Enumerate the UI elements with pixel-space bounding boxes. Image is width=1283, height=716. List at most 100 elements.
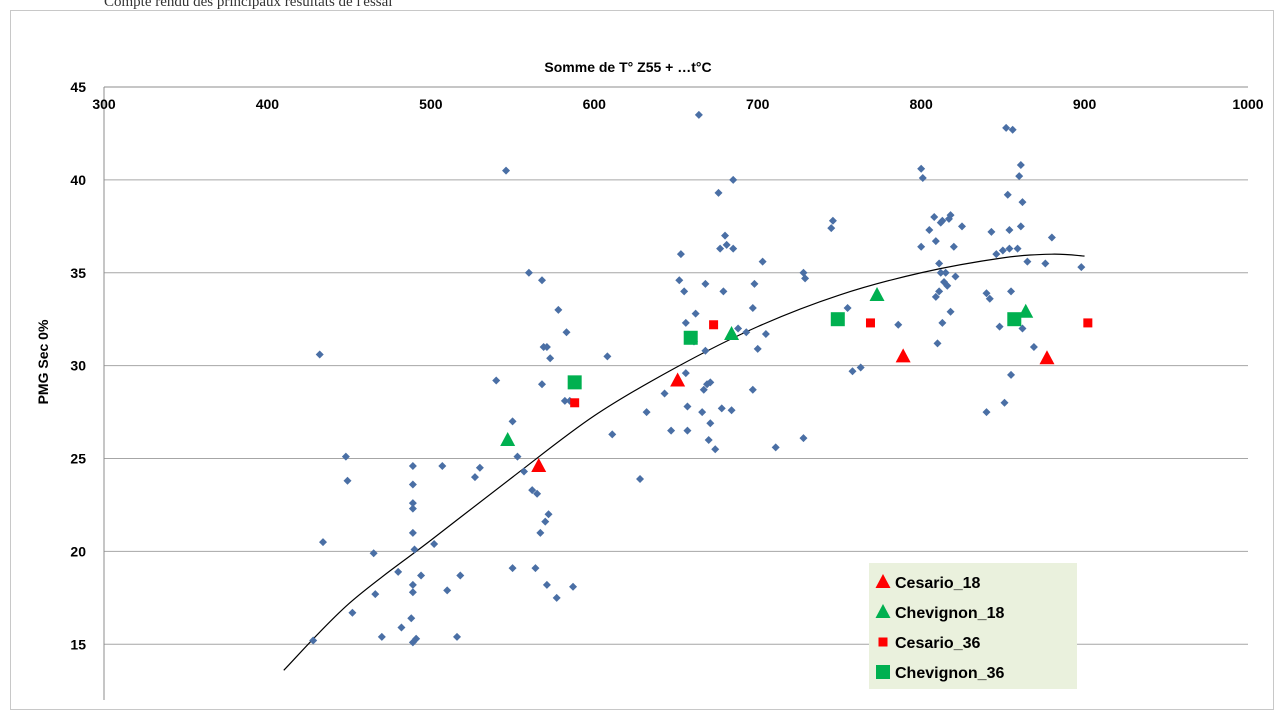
chevignon-36-legend-marker (876, 665, 890, 679)
data-point (1015, 172, 1024, 181)
data-point (562, 328, 571, 337)
data-point (856, 363, 865, 372)
data-point (544, 510, 553, 519)
data-point (694, 110, 703, 119)
data-point (917, 164, 926, 173)
cesario-18-legend-marker (875, 574, 891, 588)
data-point (931, 237, 940, 246)
data-point (843, 304, 852, 313)
data-point (917, 242, 926, 251)
data-point (1005, 244, 1014, 253)
data-point (801, 274, 810, 283)
data-point (1023, 257, 1032, 266)
data-point (318, 538, 327, 547)
data-point (408, 580, 417, 589)
data-point (938, 318, 947, 327)
cesario-36-legend-marker (878, 637, 888, 647)
data-point (946, 307, 955, 316)
data-point (636, 474, 645, 483)
data-point (520, 467, 529, 476)
data-point (701, 346, 710, 355)
data-point (371, 590, 380, 599)
data-point (676, 250, 685, 259)
data-point (992, 250, 1001, 259)
y-tick-label: 45 (70, 79, 86, 95)
data-point (699, 385, 708, 394)
data-point (443, 586, 452, 595)
data-point (894, 320, 903, 329)
top-caption: Compte rendu des principaux résultats de… (104, 0, 393, 10)
data-point (706, 378, 715, 387)
point-chevignon-18 (500, 431, 516, 446)
point-cesario-36 (865, 318, 875, 328)
data-point (935, 287, 944, 296)
data-point (408, 461, 417, 470)
data-point (438, 461, 447, 470)
data-point (603, 352, 612, 361)
data-point (748, 385, 757, 394)
data-point (758, 257, 767, 266)
data-point (750, 279, 759, 288)
data-point (430, 539, 439, 548)
legend: Cesario_18 Chevignon_18 Cesario_36 Chevigno… (869, 563, 1077, 689)
data-point (933, 339, 942, 348)
x-tick-label: 300 (92, 96, 116, 112)
data-point (683, 402, 692, 411)
data-point (701, 279, 710, 288)
data-point (524, 268, 533, 277)
point-chevignon-18 (724, 326, 740, 341)
data-point (1077, 263, 1086, 272)
data-point (734, 324, 743, 333)
y-tick-label: 30 (70, 358, 86, 374)
data-point (721, 231, 730, 240)
gridlines (103, 86, 1248, 700)
point-chevignon-36 (567, 375, 582, 390)
data-point (799, 434, 808, 443)
data-point (771, 443, 780, 452)
tick-labels: 15 20 25 30 35 40 45 300 400 500 600 700 800 900 1000 (70, 79, 1263, 652)
point-cesario-18 (1039, 350, 1055, 365)
chevignon-18-legend-marker (875, 604, 891, 618)
data-point (729, 175, 738, 184)
data-point (1005, 226, 1014, 235)
data-point (691, 309, 700, 318)
data-point (706, 419, 715, 428)
x-tick-label: 500 (419, 96, 443, 112)
data-point (941, 268, 950, 277)
legend-label: Cesario_36 (895, 635, 980, 652)
data-point (343, 476, 352, 485)
data-point (1007, 287, 1016, 296)
x-tick-label: 700 (746, 96, 770, 112)
point-cesario-36 (709, 320, 719, 330)
data-point (995, 322, 1004, 331)
data-point (1016, 222, 1025, 231)
data-point (1018, 198, 1027, 207)
data-point (502, 166, 511, 175)
data-point (456, 571, 465, 580)
data-point (951, 272, 960, 281)
data-point (1008, 125, 1017, 134)
data-point (541, 517, 550, 526)
data-point (660, 389, 669, 398)
data-point (408, 504, 417, 513)
data-point (569, 582, 578, 591)
data-point (531, 564, 540, 573)
data-point (608, 430, 617, 439)
data-point (925, 226, 934, 235)
data-point (508, 564, 517, 573)
x-tick-label: 400 (256, 96, 280, 112)
data-point (683, 426, 692, 435)
data-point (1013, 244, 1022, 253)
chart-frame (10, 10, 1274, 710)
point-chevignon-36 (683, 330, 698, 345)
data-point (369, 549, 378, 558)
data-point (1007, 370, 1016, 379)
data-point (536, 528, 545, 537)
point-chevignon-36 (1007, 312, 1022, 327)
data-point (410, 545, 419, 554)
data-point (727, 406, 736, 415)
legend-label: Chevignon_36 (895, 665, 1004, 682)
data-point (681, 318, 690, 327)
data-point (417, 571, 426, 580)
